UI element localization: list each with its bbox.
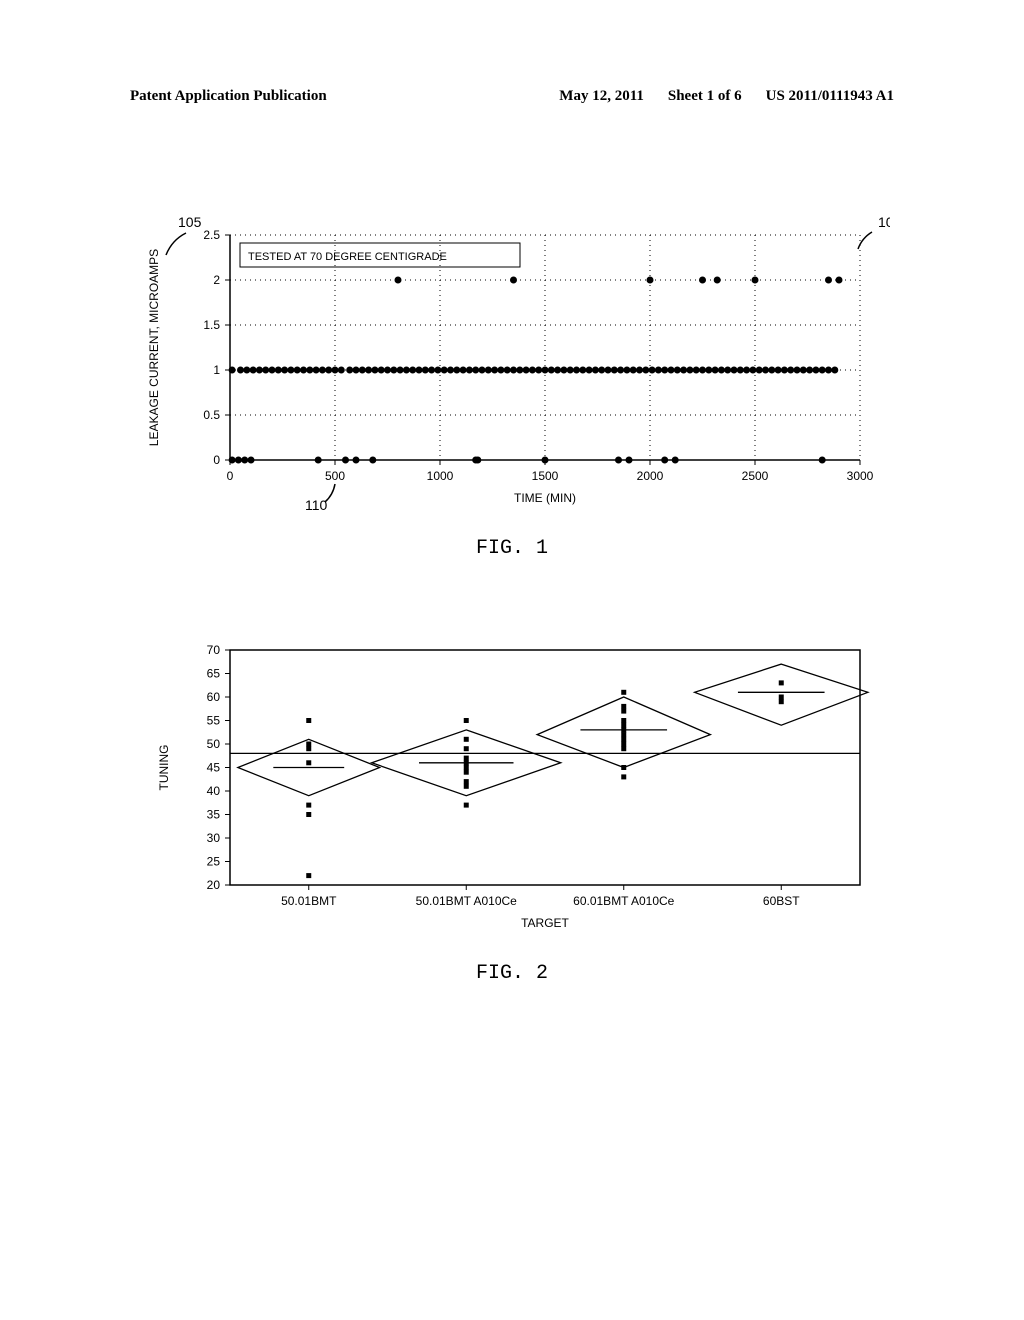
svg-text:3000: 3000 xyxy=(847,469,874,483)
svg-text:1000: 1000 xyxy=(427,469,454,483)
svg-text:60: 60 xyxy=(207,690,221,704)
svg-text:1.5: 1.5 xyxy=(203,318,220,332)
svg-text:2.5: 2.5 xyxy=(203,228,220,242)
figure-1-container: 0 500 1000 1500 2000 2500 3000 0 0.5 1 1.5 2 2.5 LEAK… xyxy=(130,205,894,560)
svg-text:60BST: 60BST xyxy=(763,894,800,908)
figure-1-label: FIG. 1 xyxy=(130,537,894,560)
svg-text:50.01BMT: 50.01BMT xyxy=(281,894,337,908)
svg-text:TIME (MIN): TIME (MIN) xyxy=(514,491,576,505)
svg-text:30: 30 xyxy=(207,831,221,845)
svg-text:50: 50 xyxy=(207,737,221,751)
svg-text:60.01BMT A010Ce: 60.01BMT A010Ce xyxy=(573,894,675,908)
svg-text:0.5: 0.5 xyxy=(203,408,220,422)
svg-text:TUNING: TUNING xyxy=(157,745,171,791)
svg-text:0: 0 xyxy=(227,469,234,483)
svg-text:0: 0 xyxy=(213,453,220,467)
figure-2-label: FIG. 2 xyxy=(130,962,894,985)
svg-text:25: 25 xyxy=(207,855,221,869)
svg-text:70: 70 xyxy=(207,643,221,657)
header-right: May 12, 2011 Sheet 1 of 6 US 2011/011194… xyxy=(559,88,894,105)
figure-2-container: 20 25 30 35 40 45 50 55 60 65 70 TUNING 50.01BMT 50.0… xyxy=(130,630,894,985)
svg-text:40: 40 xyxy=(207,784,221,798)
svg-text:1500: 1500 xyxy=(532,469,559,483)
content-area: 0 500 1000 1500 2000 2500 3000 0 0.5 1 1.5 2 2.5 LEAK… xyxy=(0,105,1024,985)
svg-text:2000: 2000 xyxy=(637,469,664,483)
svg-text:50.01BMT A010Ce: 50.01BMT A010Ce xyxy=(416,894,518,908)
svg-text:20: 20 xyxy=(207,878,221,892)
svg-text:100: 100 xyxy=(878,214,890,230)
svg-text:1: 1 xyxy=(213,363,220,377)
svg-text:105: 105 xyxy=(178,214,202,230)
svg-text:55: 55 xyxy=(207,714,221,728)
svg-text:TESTED AT 70 DEGREE CENTIGRADE: TESTED AT 70 DEGREE CENTIGRADE xyxy=(248,251,447,263)
svg-text:65: 65 xyxy=(207,667,221,681)
page-header: Patent Application Publication May 12, 2… xyxy=(0,0,1024,105)
svg-text:TARGET: TARGET xyxy=(521,916,569,930)
header-sheet: Sheet 1 of 6 xyxy=(668,88,742,105)
header-date: May 12, 2011 xyxy=(559,88,644,105)
svg-text:2: 2 xyxy=(213,273,220,287)
svg-text:110: 110 xyxy=(305,497,328,513)
figure-1-chart: 0 500 1000 1500 2000 2500 3000 0 0.5 1 1.5 2 2.5 LEAK… xyxy=(130,205,890,525)
svg-text:35: 35 xyxy=(207,808,221,822)
svg-text:LEAKAGE CURRENT, MICROAMPS: LEAKAGE CURRENT, MICROAMPS xyxy=(147,249,161,446)
svg-text:2500: 2500 xyxy=(742,469,769,483)
header-left: Patent Application Publication xyxy=(130,88,327,105)
svg-text:500: 500 xyxy=(325,469,345,483)
figure-2-chart: 20 25 30 35 40 45 50 55 60 65 70 TUNING 50.01BMT 50.0… xyxy=(130,630,890,950)
svg-text:45: 45 xyxy=(207,761,221,775)
header-docnum: US 2011/0111943 A1 xyxy=(766,88,894,105)
